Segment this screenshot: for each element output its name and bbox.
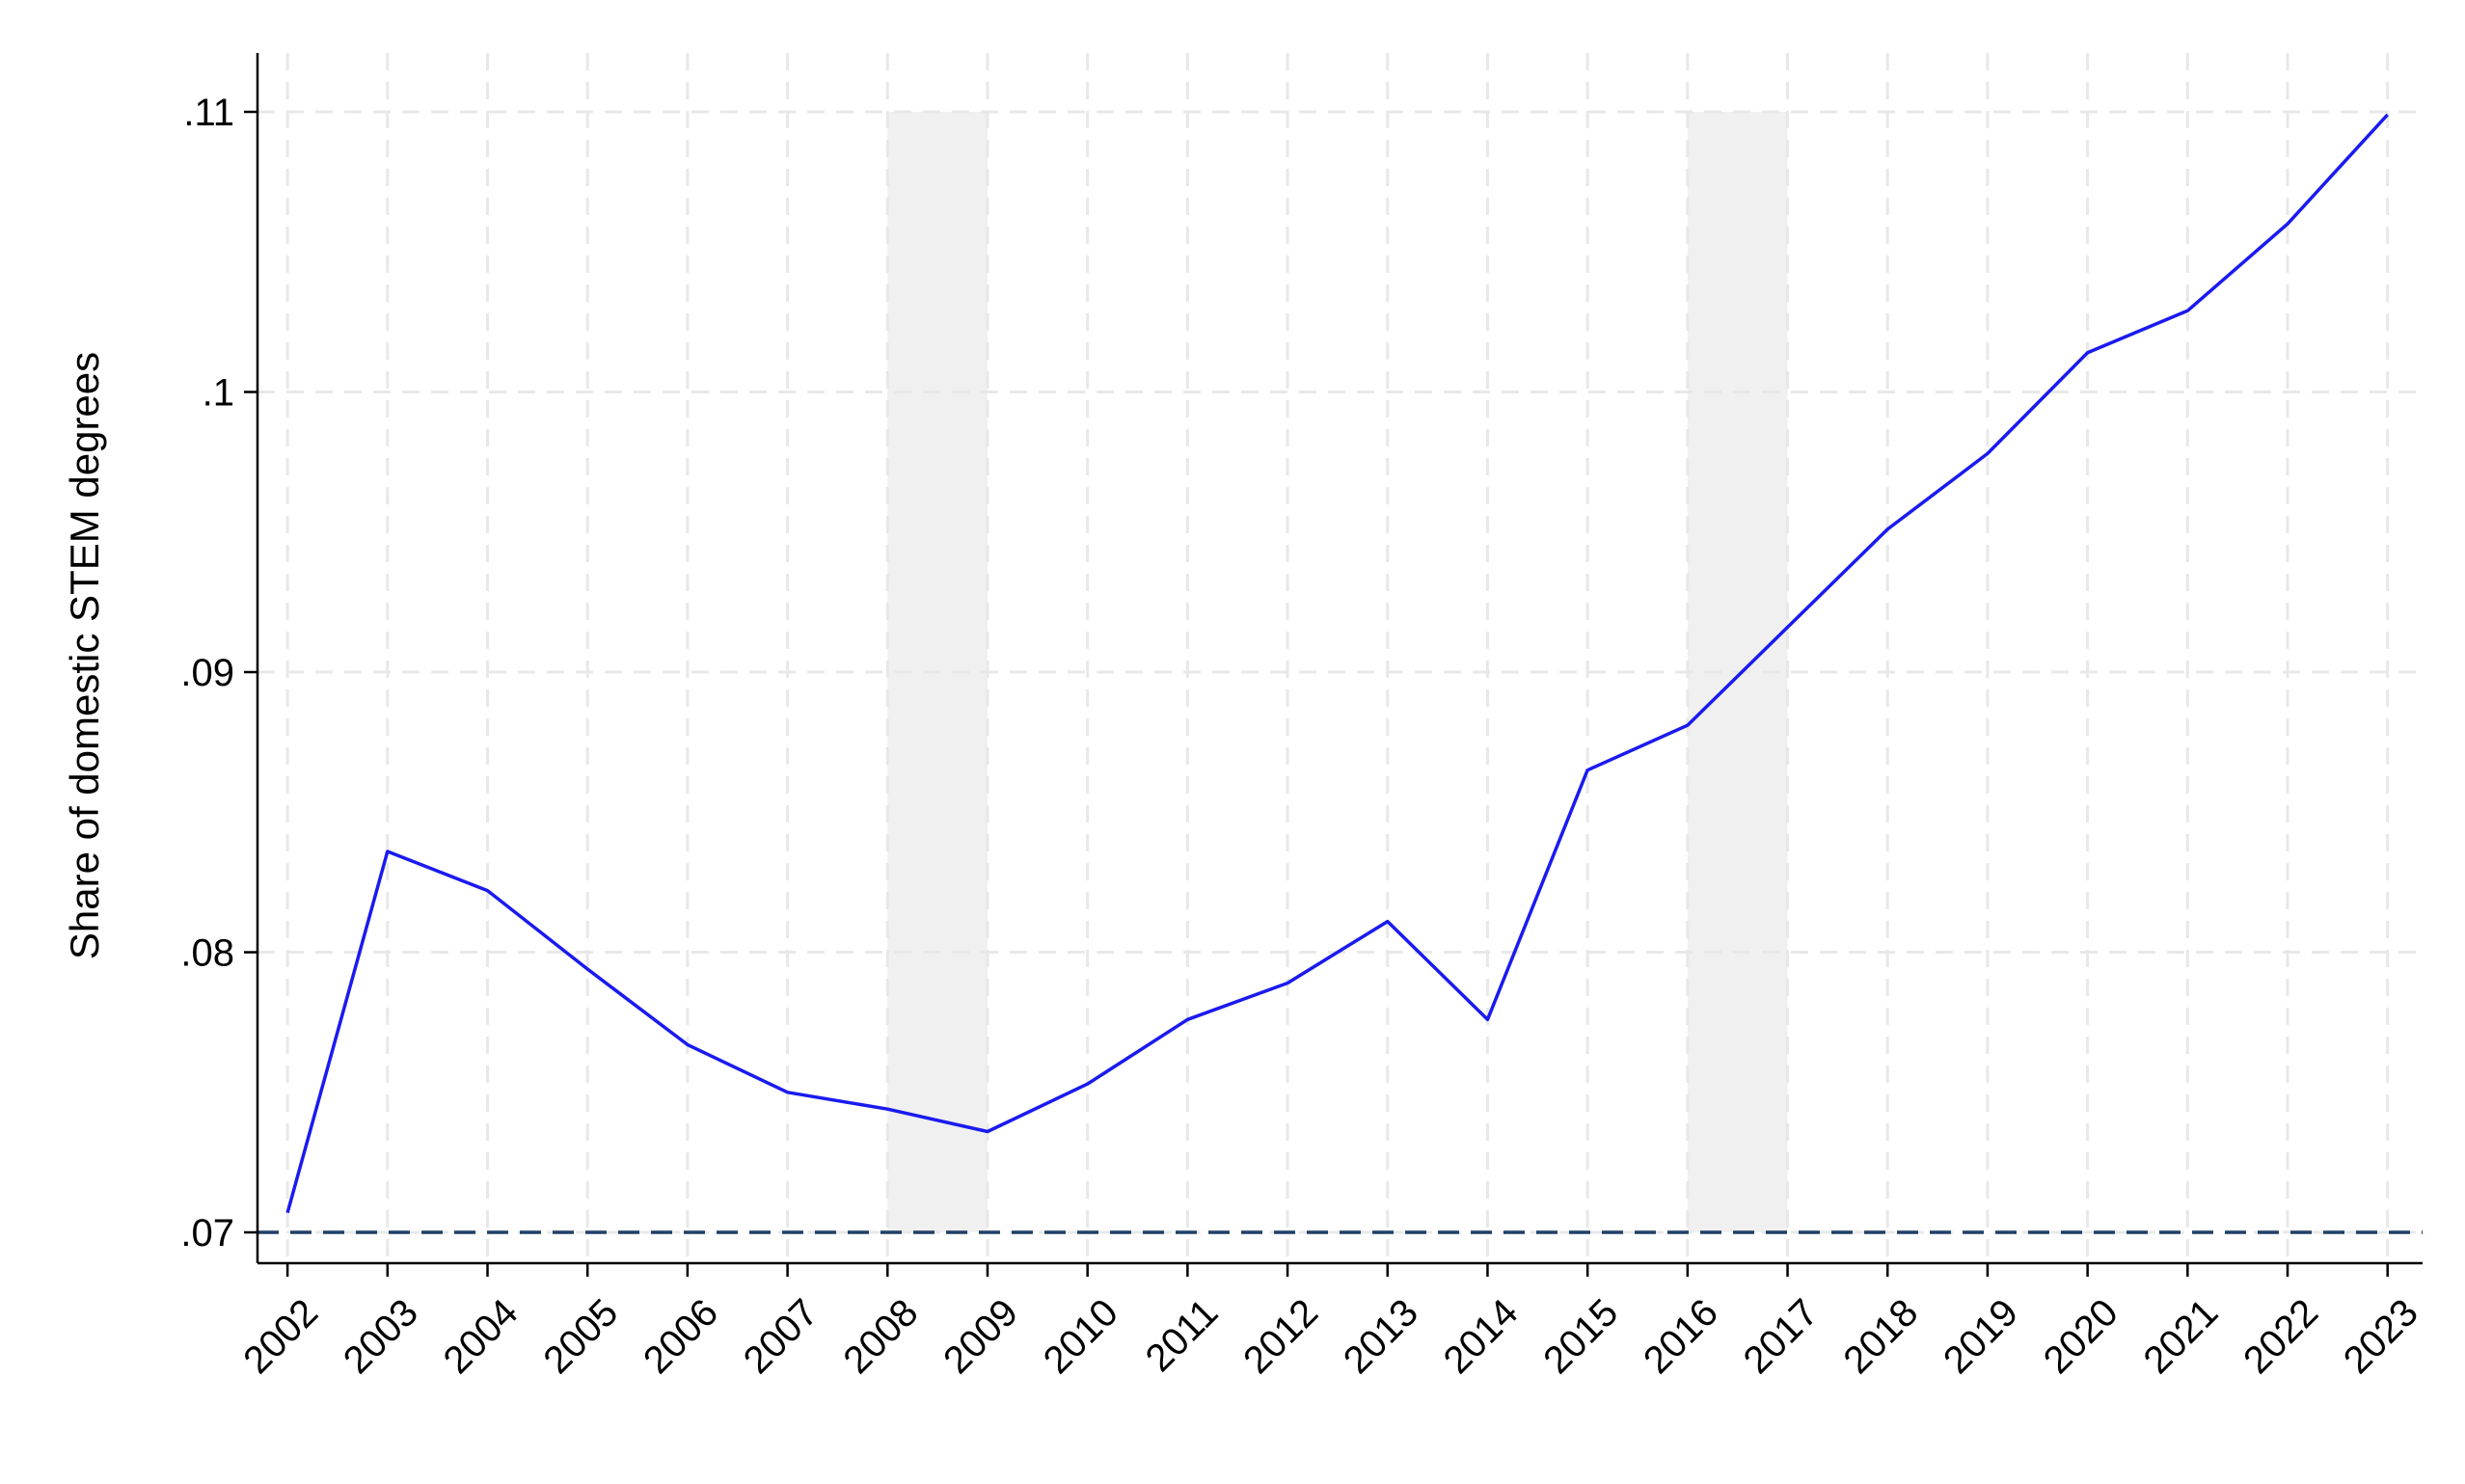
x-tick-label: 2013 [1336, 1291, 1426, 1382]
x-tick-label: 2003 [336, 1291, 426, 1382]
x-tick-label: 2007 [736, 1291, 826, 1382]
x-tick-label: 2012 [1235, 1291, 1326, 1382]
y-tick-label: .1 [203, 372, 234, 415]
x-tick-label: 2018 [1835, 1291, 1926, 1382]
x-tick-label: 2005 [535, 1291, 626, 1382]
x-tick-label: 2011 [1138, 1291, 1227, 1380]
x-tick-label: 2014 [1436, 1291, 1527, 1382]
x-tick-label: 2019 [1936, 1291, 2026, 1382]
y-tick-label: .07 [180, 1212, 234, 1255]
y-tick-label: .08 [180, 932, 234, 975]
y-axis-title: Share of domestic STEM degrees [62, 352, 107, 959]
x-tick-label: 2006 [636, 1291, 726, 1382]
x-tick-label: 2002 [235, 1291, 326, 1382]
x-tick-label: 2021 [2135, 1291, 2226, 1382]
x-tick-label: 2017 [1736, 1291, 1827, 1382]
y-tick-label: .11 [183, 92, 234, 134]
x-tick-label: 2009 [935, 1291, 1026, 1382]
x-tick-label: 2008 [835, 1291, 926, 1382]
series-group [287, 115, 2388, 1213]
y-axis-ticks: .07 .08 .09 .1 .11 [180, 92, 257, 1255]
axes [257, 53, 2423, 1263]
x-tick-label: 2022 [2235, 1291, 2326, 1382]
x-tick-label: 2023 [2336, 1291, 2426, 1382]
x-tick-label: 2016 [1636, 1291, 1726, 1382]
series-line-1 [287, 115, 2388, 1213]
gridlines [257, 53, 2423, 1263]
y-tick-label: .09 [180, 652, 234, 694]
x-tick-label: 2020 [2036, 1291, 2126, 1382]
x-tick-label: 2015 [1535, 1291, 1626, 1382]
x-tick-label: 2010 [1036, 1291, 1126, 1382]
x-tick-label: 2004 [436, 1291, 527, 1382]
